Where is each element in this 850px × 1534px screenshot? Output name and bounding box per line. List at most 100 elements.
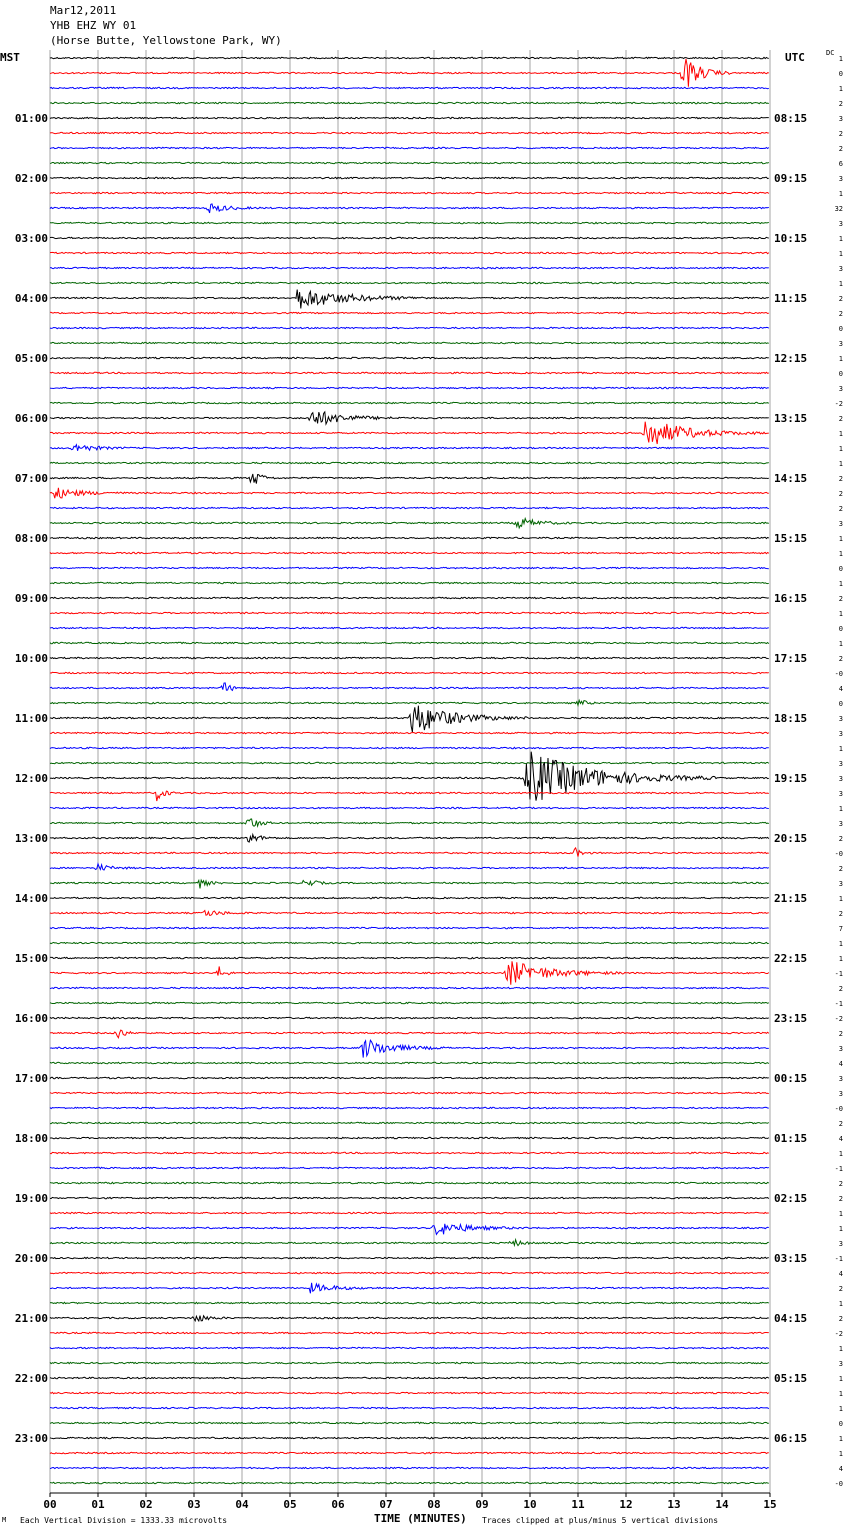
trace-row: [49, 641, 770, 645]
trace-row: [49, 761, 770, 765]
dc-offset-label: 2: [839, 475, 843, 483]
mst-tick-label: 02:00: [15, 172, 48, 185]
mst-tick-label: 11:00: [15, 712, 48, 725]
trace-row: [49, 961, 770, 985]
trace-row: [49, 473, 769, 484]
utc-tick-label: 14:15: [774, 472, 807, 485]
dc-offset-label: 1: [839, 955, 843, 963]
chart-location: (Horse Butte, Yellowstone Park, WY): [50, 34, 282, 47]
trace-row: [49, 1038, 769, 1058]
trace-row: [49, 86, 769, 90]
dc-offset-label: 2: [839, 310, 843, 318]
mst-tick-label: 08:00: [15, 532, 48, 545]
dc-label: DC: [826, 49, 835, 57]
trace-row: [49, 1421, 769, 1425]
dc-offset-label: 3: [839, 1045, 843, 1053]
dc-offset-label: -0: [835, 1480, 843, 1488]
trace-row: [49, 1301, 770, 1305]
trace-row: [49, 746, 769, 750]
dc-offset-label: 3: [839, 175, 843, 183]
trace-row: [49, 176, 769, 180]
trace-row: [49, 341, 769, 345]
dc-offset-label: 2: [839, 655, 843, 663]
dc-offset-label: 3: [839, 880, 843, 888]
trace-row: [49, 1237, 769, 1248]
trace-row: [49, 1151, 769, 1155]
dc-offset-label: 3: [839, 385, 843, 393]
dc-offset-label: 1: [839, 1390, 843, 1398]
utc-tick-label: 20:15: [774, 832, 807, 845]
trace-row: [49, 986, 769, 990]
dc-offset-label: 3: [839, 715, 843, 723]
dc-offset-label: 1: [839, 280, 843, 288]
trace-row: [49, 410, 769, 426]
trace-row: [49, 1376, 770, 1380]
dc-offset-label: 2: [839, 910, 843, 918]
dc-offset-label: 1: [839, 190, 843, 198]
x-tick-label: 14: [715, 1498, 729, 1511]
mst-tick-label: 14:00: [15, 892, 48, 905]
trace-row: [49, 671, 769, 675]
dc-offset-label: 1: [839, 1405, 843, 1413]
trace-row: [49, 251, 770, 255]
mst-tick-label: 20:00: [15, 1252, 48, 1265]
trace-row: [49, 191, 770, 195]
dc-offset-label: 1: [839, 1375, 843, 1383]
trace-row: [49, 862, 770, 871]
trace-row: [49, 506, 769, 510]
dc-offset-label: 1: [839, 250, 843, 258]
utc-tick-label: 13:15: [774, 412, 807, 425]
utc-tick-label: 17:15: [774, 652, 807, 665]
x-axis-label: TIME (MINUTES): [374, 1512, 467, 1525]
mst-tick-label: 01:00: [15, 112, 48, 125]
dc-offset-label: 2: [839, 490, 843, 498]
mst-tick-label: 23:00: [15, 1432, 48, 1445]
trace-row: [49, 161, 769, 165]
dc-offset-label: 2: [839, 1180, 843, 1188]
trace-row: [49, 1481, 769, 1485]
utc-tick-label: 05:15: [774, 1372, 807, 1385]
dc-offset-label: 3: [839, 820, 843, 828]
x-tick-label: 15: [763, 1498, 776, 1511]
trace-row: [49, 1282, 770, 1294]
trace-row: [49, 236, 769, 240]
mst-tick-label: 21:00: [15, 1312, 48, 1325]
mst-tick-label: 22:00: [15, 1372, 48, 1385]
dc-offset-label: 1: [839, 640, 843, 648]
x-tick-label: 07: [379, 1498, 392, 1511]
dc-offset-label: 1: [839, 895, 843, 903]
dc-offset-label: 3: [839, 1090, 843, 1098]
trace-row: [49, 1061, 770, 1065]
dc-offset-label: -2: [835, 1330, 843, 1338]
dc-offset-label: -1: [835, 1165, 843, 1173]
mst-tick-label: 07:00: [15, 472, 48, 485]
trace-row: [50, 611, 770, 615]
mst-tick-label: 17:00: [15, 1072, 48, 1085]
dc-offset-label: -2: [835, 400, 843, 408]
dc-offset-label: 4: [839, 1465, 843, 1473]
trace-row: [49, 626, 769, 630]
utc-tick-label: 03:15: [774, 1252, 807, 1265]
chart-date: Mar12,2011: [50, 4, 117, 17]
utc-tick-label: 09:15: [774, 172, 807, 185]
dc-offset-label: 2: [839, 865, 843, 873]
trace-row: [49, 1256, 769, 1260]
x-tick-label: 00: [43, 1498, 56, 1511]
utc-tick-label: 22:15: [774, 952, 807, 965]
dc-offset-label: 4: [839, 1135, 843, 1143]
trace-row: [49, 909, 769, 916]
right-axis-label: UTC: [785, 51, 805, 64]
dc-offset-label: 1: [839, 805, 843, 813]
trace-row: [49, 421, 769, 445]
dc-offset-label: 3: [839, 265, 843, 273]
dc-offset-label: 1: [839, 550, 843, 558]
trace-row: [49, 1016, 769, 1020]
dc-offset-label: 3: [839, 790, 843, 798]
trace-row: [49, 461, 769, 465]
dc-offset-label: 4: [839, 1270, 843, 1278]
dc-offset-label: 1: [839, 235, 843, 243]
trace-row: [49, 1076, 769, 1080]
dc-offset-label: 1: [839, 85, 843, 93]
dc-offset-label: 1: [839, 580, 843, 588]
dc-offset-label: 3: [839, 1240, 843, 1248]
